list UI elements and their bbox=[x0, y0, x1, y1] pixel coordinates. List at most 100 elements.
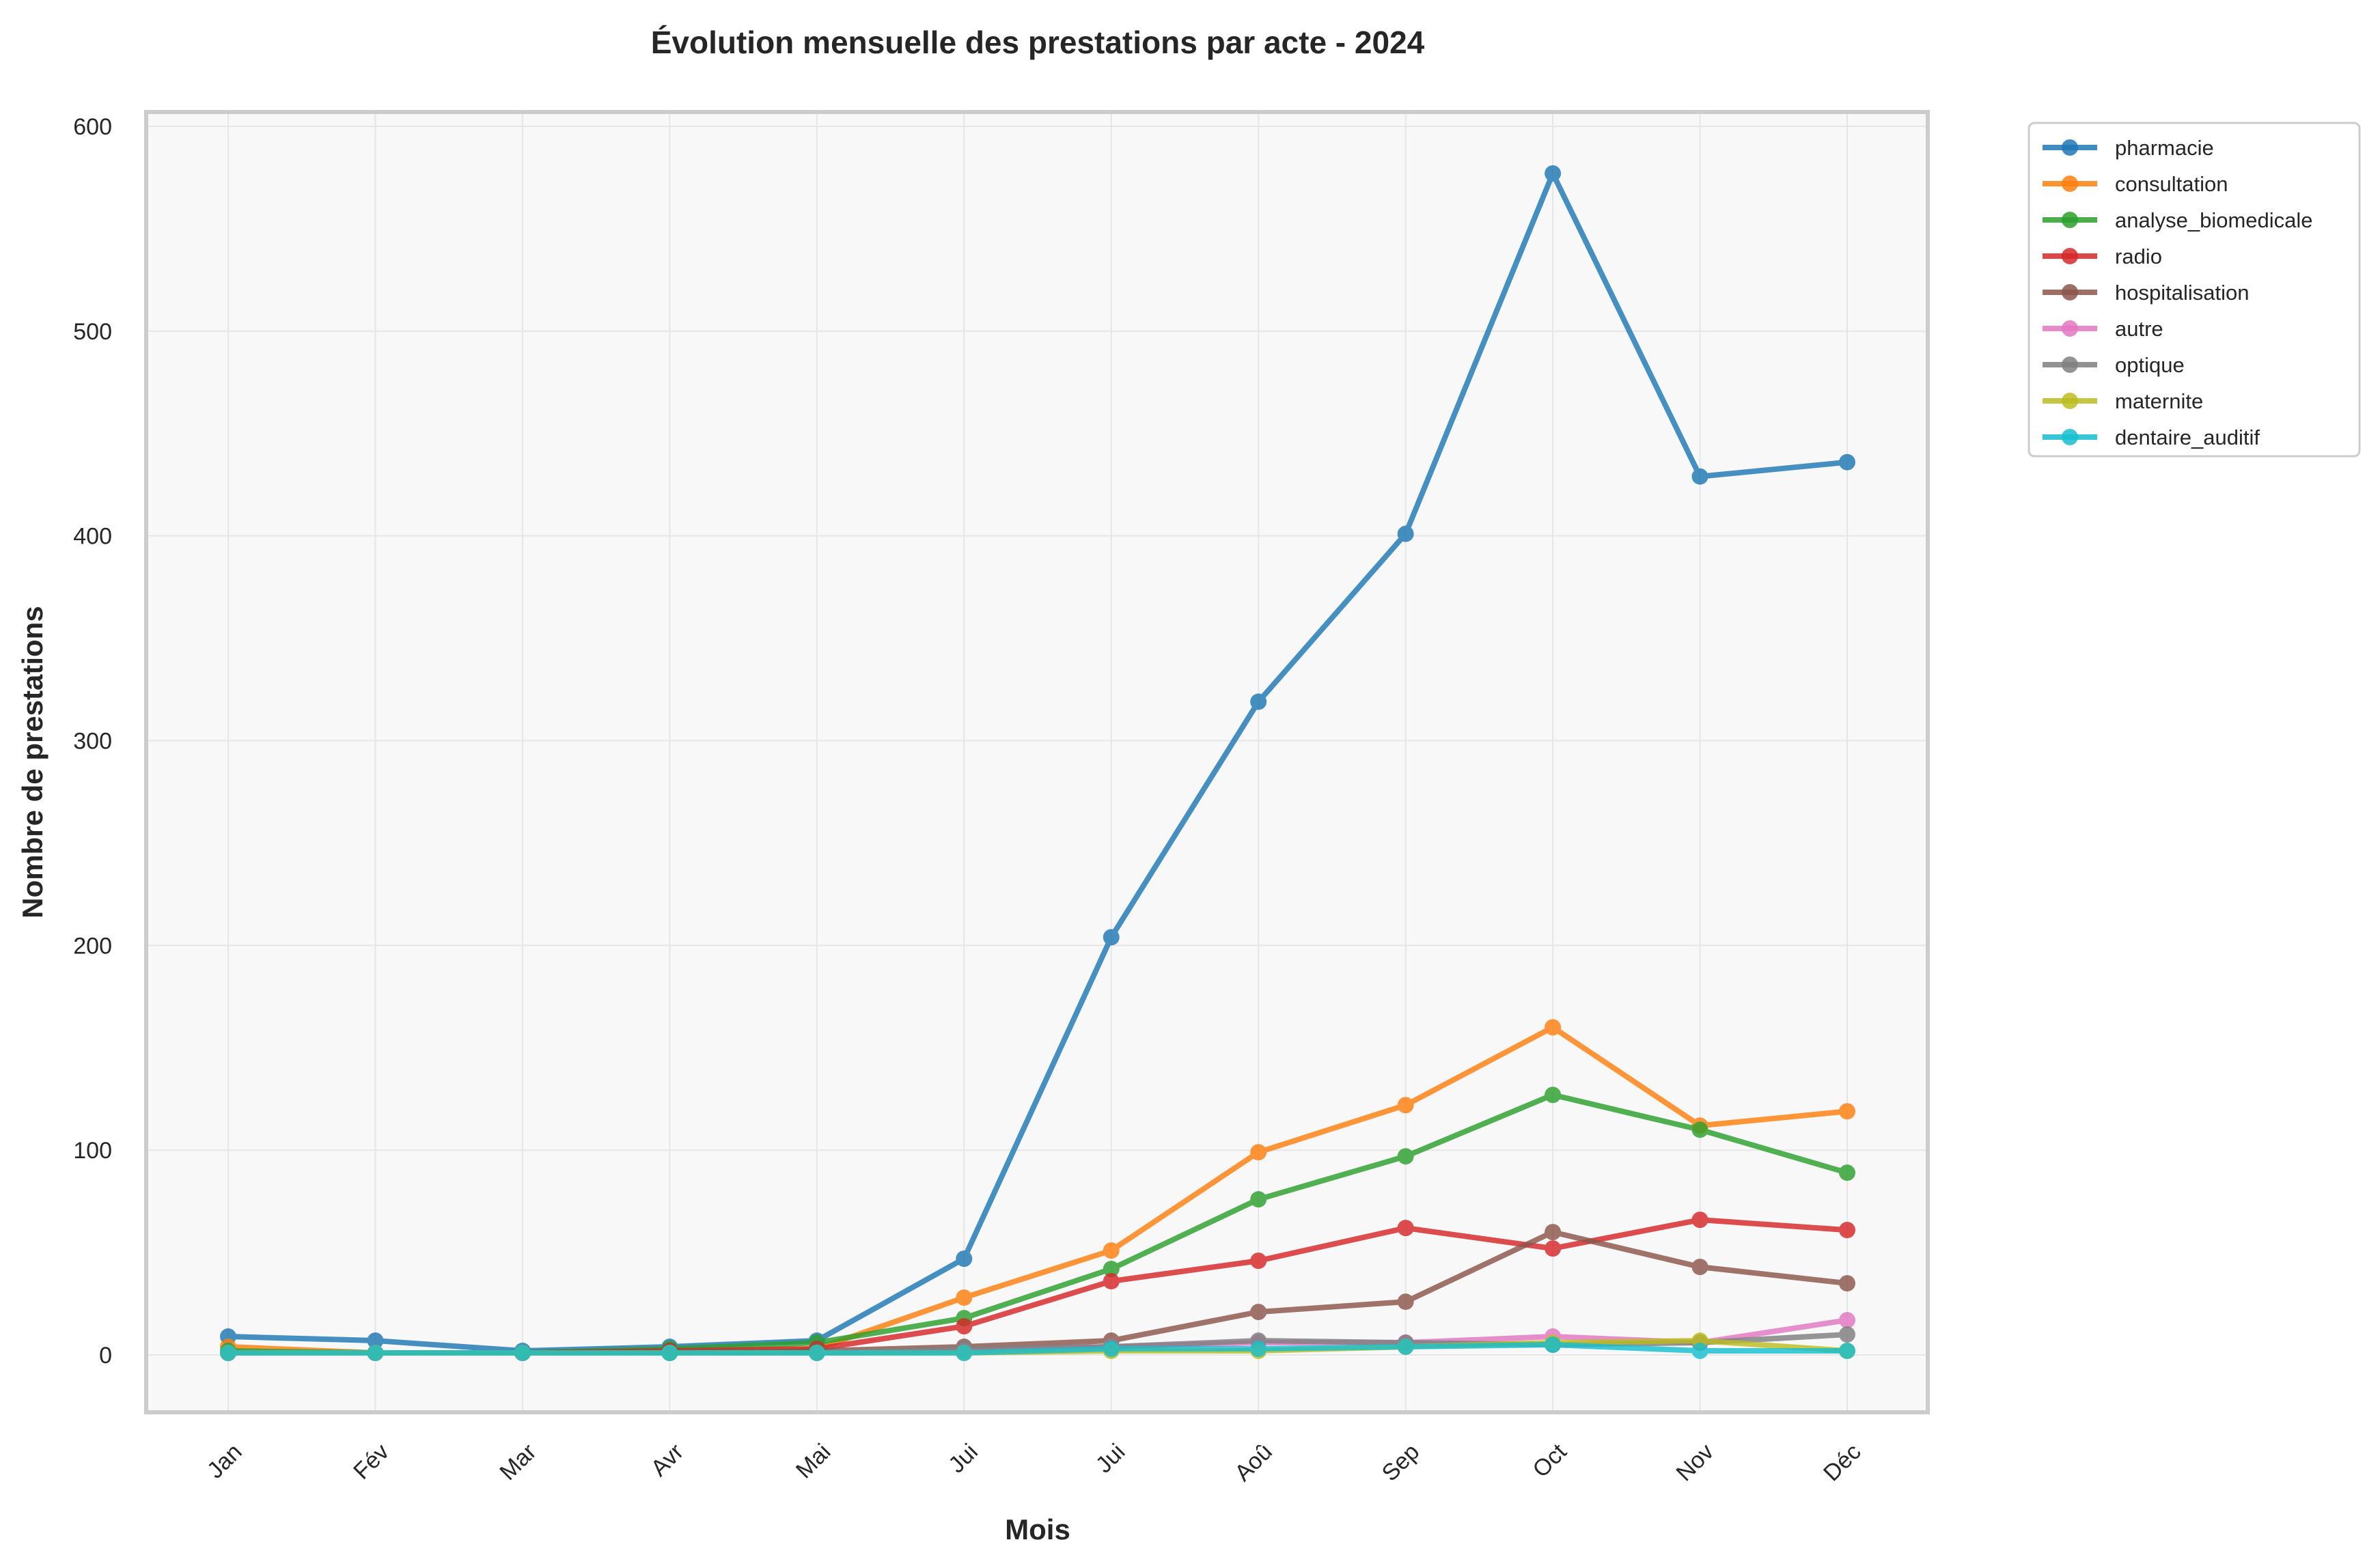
data-point bbox=[1103, 1273, 1120, 1290]
data-point bbox=[1691, 1343, 1708, 1360]
series-dentaire_auditif bbox=[220, 1336, 1855, 1362]
data-point bbox=[1103, 1341, 1120, 1358]
x-axis-ticks: Jan Fév Mar Avr Mai Jui Jui Aoû Sep Oct Nov Déc bbox=[202, 1438, 1866, 1486]
legend-item: analyse_biomedicale bbox=[2043, 208, 2313, 232]
data-point bbox=[1691, 468, 1708, 485]
x-tick-label: Avr bbox=[646, 1439, 689, 1482]
grid-lines bbox=[148, 114, 1926, 1410]
data-point bbox=[220, 1345, 236, 1362]
y-tick-label: 200 bbox=[73, 933, 112, 959]
data-point bbox=[1545, 1336, 1562, 1354]
x-tick-label: Oct bbox=[1527, 1438, 1572, 1483]
legend-label: optique bbox=[2115, 353, 2185, 377]
data-point bbox=[661, 1345, 678, 1362]
data-point bbox=[367, 1332, 384, 1349]
legend-swatch-marker bbox=[2062, 429, 2078, 445]
legend-box bbox=[2028, 122, 2361, 458]
data-point bbox=[514, 1345, 531, 1362]
data-point bbox=[1839, 1164, 1855, 1181]
x-axis-label: Mois bbox=[1005, 1513, 1070, 1545]
data-point bbox=[1545, 1224, 1562, 1241]
legend-item: hospitalisation bbox=[2043, 281, 2249, 305]
data-point bbox=[1103, 1261, 1120, 1278]
data-point bbox=[956, 1250, 973, 1268]
x-tick-label: Jan bbox=[202, 1439, 247, 1484]
legend-label: dentaire_auditif bbox=[2115, 425, 2260, 449]
data-point bbox=[1103, 929, 1120, 946]
legend-item: maternite bbox=[2043, 389, 2203, 413]
y-tick-label: 300 bbox=[73, 729, 112, 755]
x-tick-label: Jui bbox=[1091, 1439, 1131, 1479]
y-axis-ticks: 0 100 200 300 400 500 600 bbox=[73, 114, 112, 1369]
data-point bbox=[1397, 1148, 1414, 1165]
data-point bbox=[1839, 1222, 1855, 1239]
legend-swatch-marker bbox=[2062, 393, 2078, 409]
x-tick-label: Déc bbox=[1818, 1439, 1866, 1487]
data-point bbox=[1691, 1259, 1708, 1276]
data-point bbox=[1250, 1252, 1267, 1270]
data-point bbox=[1397, 1293, 1414, 1311]
legend-swatch-marker bbox=[2062, 248, 2078, 264]
data-point bbox=[1250, 1341, 1267, 1358]
y-tick-label: 100 bbox=[73, 1138, 112, 1164]
data-point bbox=[1250, 1304, 1267, 1321]
legend-label: maternite bbox=[2115, 389, 2203, 413]
data-point bbox=[1691, 1212, 1708, 1229]
y-tick-label: 0 bbox=[99, 1343, 112, 1369]
data-point bbox=[1397, 1097, 1414, 1114]
series-line bbox=[225, 170, 1850, 1354]
series-line bbox=[225, 1342, 1850, 1356]
legend-label: autre bbox=[2115, 317, 2163, 341]
data-point bbox=[956, 1345, 973, 1362]
data-point bbox=[1250, 693, 1267, 710]
data-point bbox=[1545, 1019, 1562, 1036]
data-point bbox=[1839, 1343, 1855, 1360]
data-point bbox=[1839, 1275, 1855, 1292]
legend-swatch-marker bbox=[2062, 356, 2078, 373]
data-point bbox=[1839, 1326, 1855, 1343]
legend-item: pharmacie bbox=[2043, 136, 2214, 160]
legend-label: consultation bbox=[2115, 172, 2228, 196]
data-point bbox=[956, 1318, 973, 1335]
y-tick-label: 600 bbox=[73, 114, 112, 140]
legend-label: analyse_biomedicale bbox=[2115, 208, 2313, 232]
data-point bbox=[1250, 1144, 1267, 1161]
data-point bbox=[808, 1345, 825, 1362]
data-point bbox=[1839, 1103, 1855, 1120]
data-point bbox=[1397, 525, 1414, 542]
data-point bbox=[1397, 1339, 1414, 1356]
data-point bbox=[1545, 1087, 1562, 1104]
data-point bbox=[1839, 453, 1855, 471]
plot-area bbox=[144, 110, 1930, 1414]
y-tick-label: 400 bbox=[73, 524, 112, 550]
x-tick-label: Jui bbox=[943, 1439, 983, 1479]
data-point bbox=[1839, 1312, 1855, 1329]
x-tick-label: Mar bbox=[495, 1439, 541, 1485]
data-point bbox=[1545, 165, 1562, 182]
data-point bbox=[1103, 1242, 1120, 1259]
chart-title: Évolution mensuelle des prestations par … bbox=[651, 25, 1425, 60]
legend-item: autre bbox=[2043, 317, 2163, 341]
data-point bbox=[1397, 1220, 1414, 1237]
data-point bbox=[1250, 1191, 1267, 1208]
data-point bbox=[1545, 1240, 1562, 1257]
legend-swatch-marker bbox=[2062, 139, 2078, 156]
legend-items: pharmacie consultation analyse_biomedicale… bbox=[2043, 136, 2313, 449]
legend-item: dentaire_auditif bbox=[2043, 425, 2260, 449]
x-tick-label: Sep bbox=[1377, 1439, 1425, 1487]
x-tick-label: Fév bbox=[348, 1439, 394, 1485]
legend-swatch-marker bbox=[2062, 212, 2078, 228]
y-axis-label: Nombre de prestations bbox=[16, 606, 49, 918]
x-tick-label: Aoû bbox=[1230, 1439, 1277, 1487]
legend-swatch-marker bbox=[2062, 284, 2078, 300]
data-point bbox=[956, 1289, 973, 1306]
x-tick-label: Mai bbox=[791, 1439, 836, 1484]
data-point bbox=[1691, 1121, 1708, 1138]
data-point bbox=[367, 1345, 384, 1362]
legend-label: pharmacie bbox=[2115, 136, 2214, 160]
legend: pharmacie consultation analyse_biomedicale… bbox=[2028, 122, 2361, 458]
x-tick-label: Nov bbox=[1672, 1439, 1719, 1487]
legend-swatch-marker bbox=[2062, 176, 2078, 192]
y-tick-label: 500 bbox=[73, 319, 112, 345]
